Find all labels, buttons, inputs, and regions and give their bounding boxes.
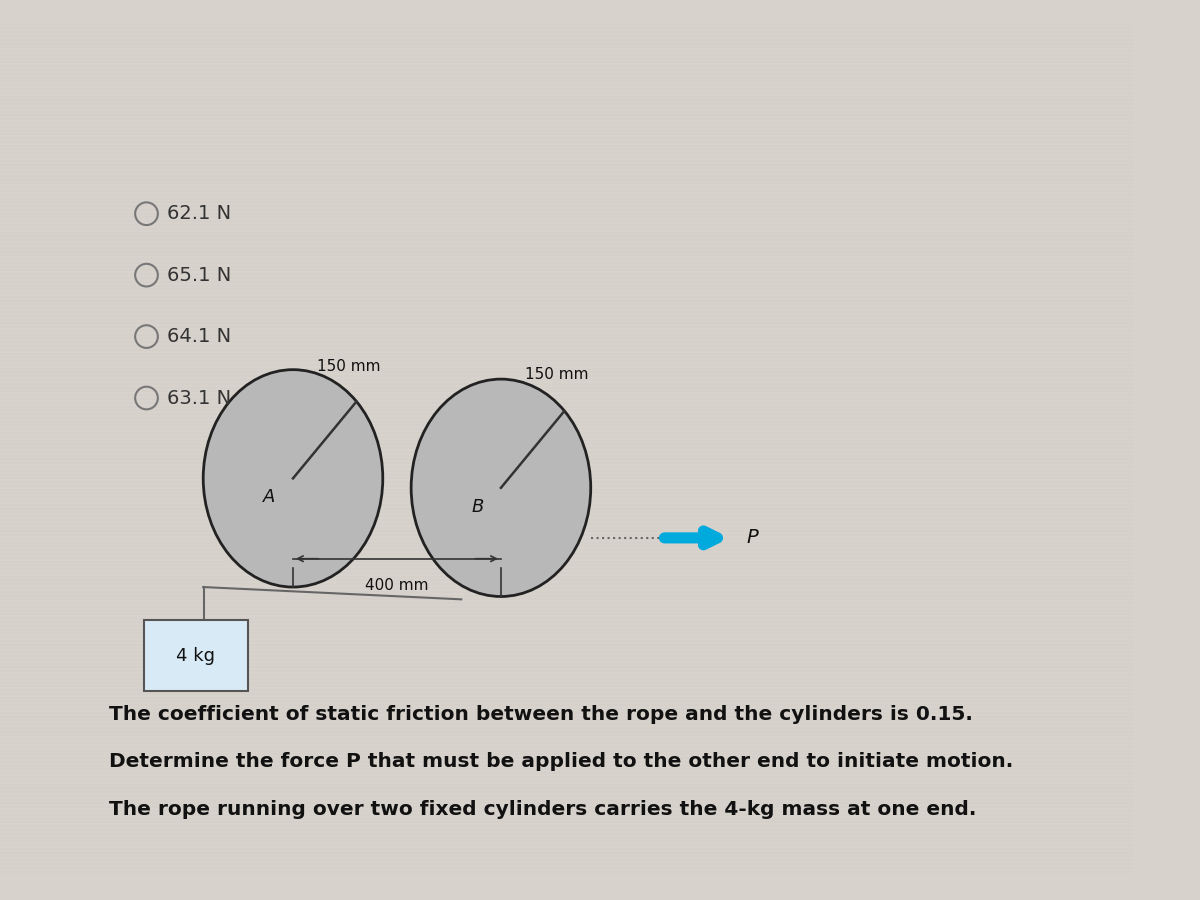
Text: A: A xyxy=(263,489,276,507)
Text: B: B xyxy=(472,498,484,516)
Text: 150 mm: 150 mm xyxy=(524,367,588,382)
Text: P: P xyxy=(746,528,758,547)
Text: 4 kg: 4 kg xyxy=(176,646,215,664)
Text: The coefficient of static friction between the rope and the cylinders is 0.15.: The coefficient of static friction betwe… xyxy=(109,706,972,724)
Text: 64.1 N: 64.1 N xyxy=(167,327,232,346)
Text: 62.1 N: 62.1 N xyxy=(167,204,232,223)
Ellipse shape xyxy=(412,379,590,597)
Text: 150 mm: 150 mm xyxy=(317,359,380,374)
Text: The rope running over two fixed cylinders carries the 4-kg mass at one end.: The rope running over two fixed cylinder… xyxy=(109,800,976,819)
Text: 63.1 N: 63.1 N xyxy=(167,389,232,408)
Text: 65.1 N: 65.1 N xyxy=(167,266,232,284)
Text: 400 mm: 400 mm xyxy=(365,578,428,592)
Text: Determine the force P that must be applied to the other end to initiate motion.: Determine the force P that must be appli… xyxy=(109,752,1013,771)
Bar xyxy=(144,620,247,691)
Ellipse shape xyxy=(203,370,383,587)
